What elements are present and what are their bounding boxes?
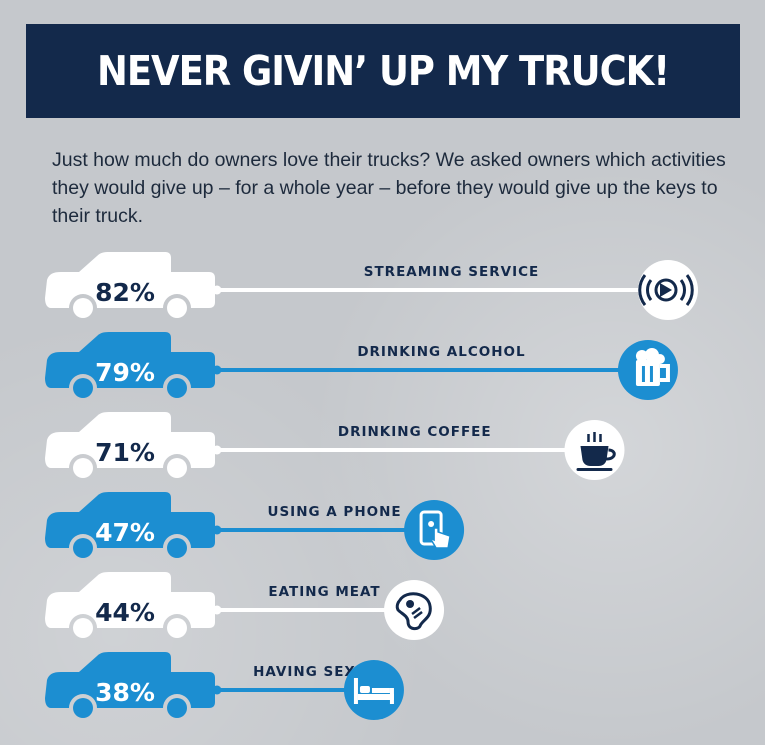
truck-bar: [45, 412, 215, 468]
row-drinking-coffee: 71% DRINKING COFFEE: [45, 412, 625, 480]
title-banner: NEVER GIVIN’ UP MY TRUCK!: [26, 24, 740, 118]
truck-bar: [45, 652, 215, 708]
category-label: HAVING SEX: [253, 664, 356, 680]
wheel: [167, 458, 187, 478]
value-label: 79%: [95, 358, 155, 387]
value-label: 71%: [95, 438, 155, 467]
wheel: [73, 298, 93, 318]
intro-text: Just how much do owners love their truck…: [52, 149, 726, 227]
wheel: [73, 458, 93, 478]
steak-icon: [384, 580, 445, 640]
category-label: EATING MEAT: [268, 584, 380, 600]
row-eating-meat: 44% EATING MEAT: [45, 572, 445, 640]
wheel: [167, 618, 187, 638]
coffee-cup-icon: [564, 420, 625, 480]
wheel: [73, 618, 93, 638]
value-label: 44%: [95, 598, 155, 627]
truck-bar: [45, 252, 215, 308]
phone-tap-icon: [404, 500, 465, 560]
row-using-a-phone: 47% USING A PHONE: [45, 492, 465, 560]
category-label: DRINKING COFFEE: [338, 424, 492, 440]
wheel: [73, 378, 93, 398]
wheel: [167, 538, 187, 558]
wheel: [167, 378, 187, 398]
truck-bar: [45, 572, 215, 628]
row-streaming-service: 82% STREAMING SERVICE: [45, 252, 698, 320]
streaming-icon: [638, 260, 698, 320]
row-having-sex: 38% HAVING SEX: [45, 652, 404, 720]
value-label: 47%: [95, 518, 155, 547]
truck-bar: [45, 332, 215, 388]
truck-bar: [45, 492, 215, 548]
category-label: STREAMING SERVICE: [364, 264, 539, 280]
wheel: [73, 698, 93, 718]
wheel: [167, 698, 187, 718]
category-label: DRINKING ALCOHOL: [357, 344, 525, 360]
row-drinking-alcohol: 79% DRINKING ALCOHOL: [45, 332, 678, 400]
category-label: USING A PHONE: [267, 504, 401, 520]
wheel: [73, 538, 93, 558]
value-label: 38%: [95, 678, 155, 707]
value-label: 82%: [95, 278, 155, 307]
page-title: NEVER GIVIN’ UP MY TRUCK!: [96, 47, 670, 95]
wheel: [167, 298, 187, 318]
beer-mug-icon: [617, 340, 678, 400]
bed-icon: [343, 660, 404, 720]
